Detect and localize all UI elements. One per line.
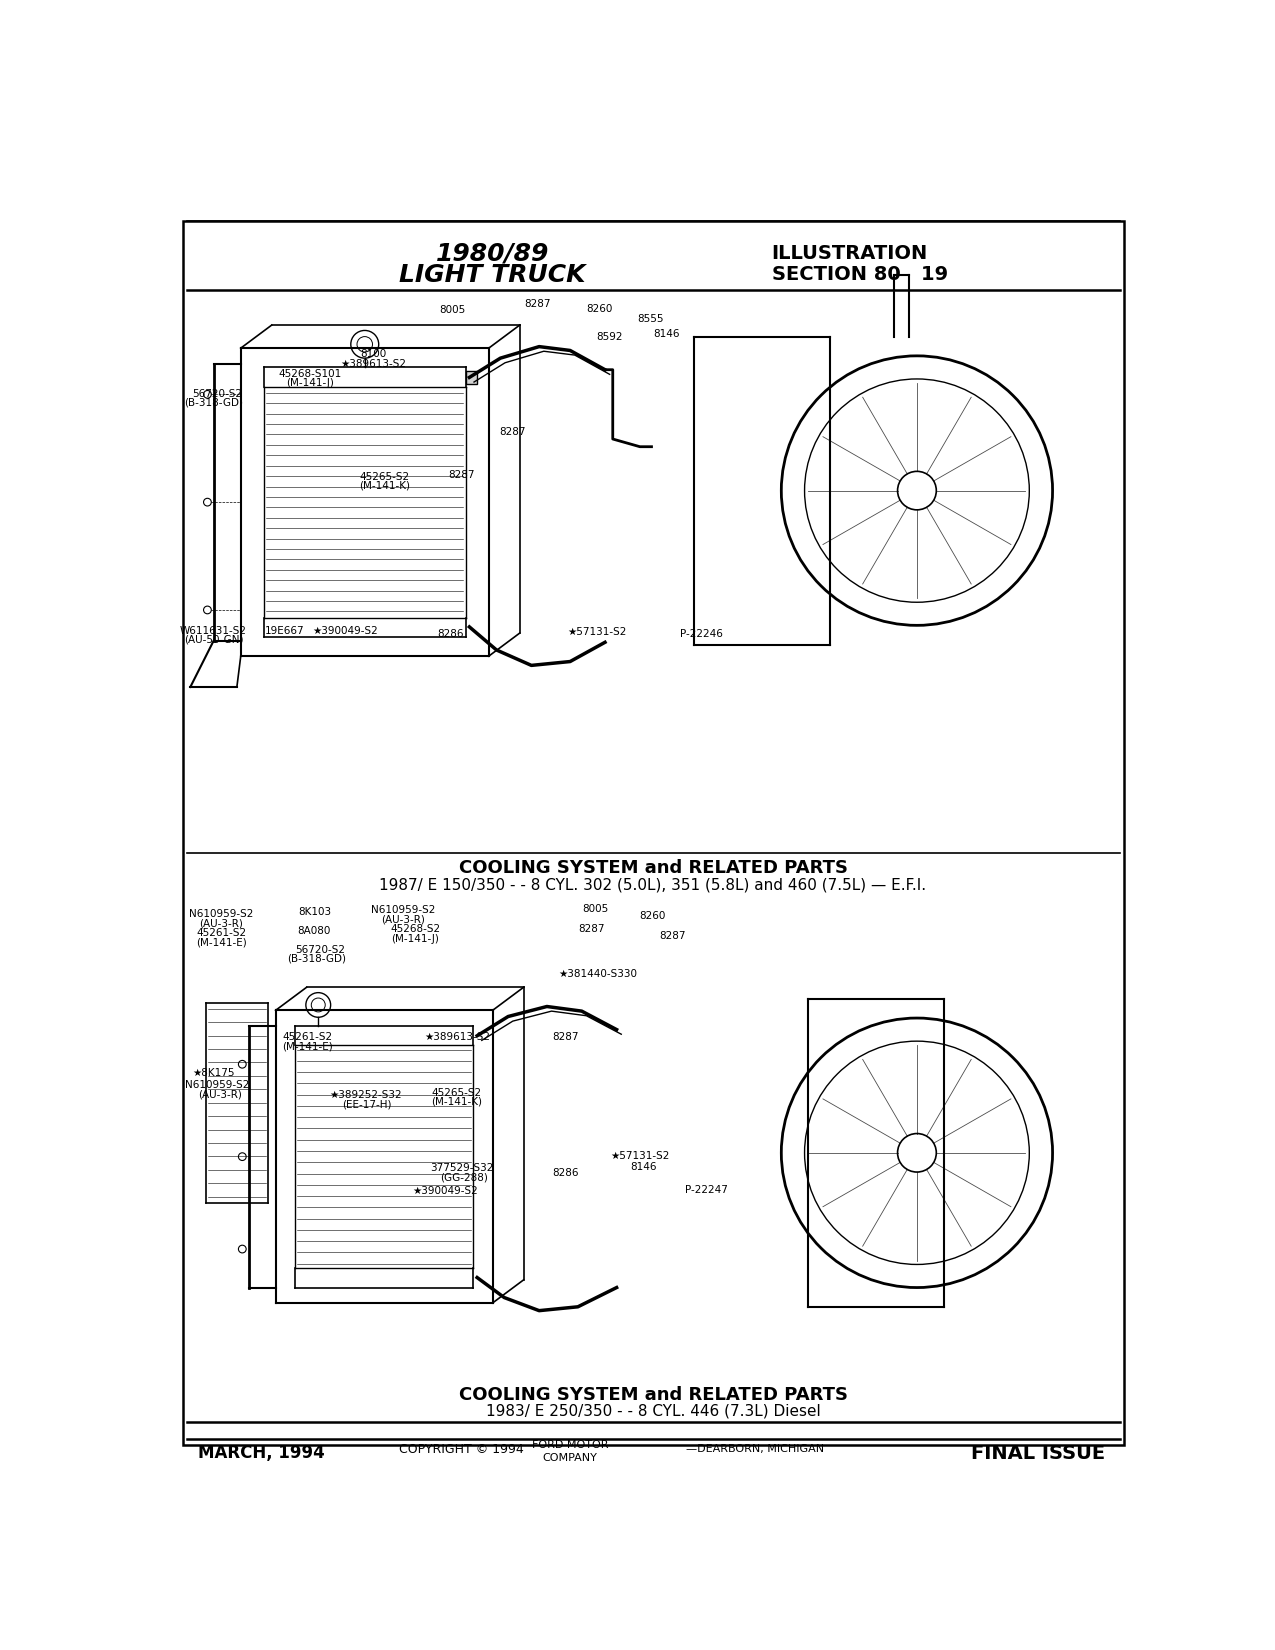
Text: 45261-S2: 45261-S2 (282, 1033, 333, 1043)
Text: (B-318-GD): (B-318-GD) (184, 398, 244, 408)
Text: ILLUSTRATION: ILLUSTRATION (771, 244, 928, 262)
Text: P-22246: P-22246 (681, 629, 723, 639)
Text: 8K103: 8K103 (298, 908, 332, 917)
Text: LIGHT TRUCK: LIGHT TRUCK (399, 262, 586, 287)
Text: (M-141-K): (M-141-K) (431, 1097, 482, 1107)
Text: ★389252-S32: ★389252-S32 (329, 1091, 402, 1101)
Text: 8260: 8260 (639, 911, 666, 921)
Text: COMPANY: COMPANY (543, 1452, 598, 1462)
Text: 8287: 8287 (659, 931, 686, 940)
Text: N610959-S2: N610959-S2 (371, 906, 436, 916)
Text: 8286: 8286 (552, 1168, 579, 1178)
Text: 19E667: 19E667 (265, 625, 305, 635)
Text: 56720-S2: 56720-S2 (193, 389, 242, 399)
Text: (EE-17-H): (EE-17-H) (342, 1099, 391, 1109)
Text: 45265-S2: 45265-S2 (431, 1087, 481, 1097)
Text: P-22247: P-22247 (685, 1185, 728, 1195)
Text: 45265-S2: 45265-S2 (360, 472, 409, 482)
Text: COPYRIGHT © 1994: COPYRIGHT © 1994 (399, 1442, 524, 1455)
Text: W611631-S2: W611631-S2 (180, 625, 247, 635)
Text: ★390049-S2: ★390049-S2 (413, 1186, 478, 1196)
Text: N610959-S2: N610959-S2 (189, 909, 254, 919)
Text: 45268-S2: 45268-S2 (390, 924, 440, 934)
Text: MARCH, 1994: MARCH, 1994 (198, 1444, 325, 1462)
Text: SECTION 80   19: SECTION 80 19 (771, 266, 947, 284)
Text: 1987/ E 150/350 - - 8 CYL. 302 (5.0L), 351 (5.8L) and 460 (7.5L) — E.F.I.: 1987/ E 150/350 - - 8 CYL. 302 (5.0L), 3… (380, 878, 927, 893)
Text: 8287: 8287 (500, 427, 527, 437)
Text: 8146: 8146 (653, 330, 680, 340)
Text: ★390049-S2: ★390049-S2 (312, 625, 379, 635)
Text: 8260: 8260 (586, 304, 613, 314)
Bar (465, 371, 477, 383)
Text: 8592: 8592 (597, 332, 623, 342)
Text: 56720-S2: 56720-S2 (296, 944, 346, 954)
Text: ★57131-S2: ★57131-S2 (567, 627, 627, 637)
Text: 377529-S32: 377529-S32 (430, 1163, 493, 1173)
Text: ★8K175: ★8K175 (193, 1068, 235, 1077)
Text: 8100: 8100 (360, 348, 386, 358)
Text: N610959-S2: N610959-S2 (185, 1081, 249, 1091)
Text: 8287: 8287 (449, 470, 474, 480)
Text: (M-141-K): (M-141-K) (358, 482, 409, 492)
Text: (AU-3-R): (AU-3-R) (198, 1089, 242, 1099)
Text: 8005: 8005 (581, 904, 608, 914)
Text: ★381440-S330: ★381440-S330 (558, 969, 638, 978)
Text: COOLING SYSTEM and RELATED PARTS: COOLING SYSTEM and RELATED PARTS (459, 860, 848, 876)
Text: 8287: 8287 (579, 924, 606, 934)
Text: (M-141-E): (M-141-E) (196, 937, 247, 947)
Text: ★57131-S2: ★57131-S2 (611, 1152, 669, 1162)
Text: (B-318-GD): (B-318-GD) (287, 954, 347, 964)
Text: (AU-3-R): (AU-3-R) (381, 914, 426, 924)
Text: 45261-S2: 45261-S2 (196, 929, 246, 939)
Text: (M-141-J): (M-141-J) (391, 934, 439, 944)
Text: COOLING SYSTEM and RELATED PARTS: COOLING SYSTEM and RELATED PARTS (459, 1386, 848, 1404)
Text: (M-141-E): (M-141-E) (282, 1041, 333, 1051)
Text: FORD MOTOR: FORD MOTOR (532, 1440, 608, 1450)
Text: 8146: 8146 (631, 1162, 657, 1172)
Text: 8287: 8287 (552, 1033, 579, 1043)
Text: (AU-3-R): (AU-3-R) (199, 919, 244, 929)
Text: 8555: 8555 (638, 314, 664, 323)
Text: 1980/89: 1980/89 (436, 241, 550, 266)
Text: —DEARBORN, MICHIGAN: —DEARBORN, MICHIGAN (686, 1444, 825, 1454)
Text: FINAL ISSUE: FINAL ISSUE (970, 1444, 1105, 1462)
Text: 8A080: 8A080 (297, 926, 332, 936)
Text: ★389613-S2: ★389613-S2 (425, 1033, 490, 1043)
Text: 8287: 8287 (524, 299, 551, 309)
Text: (GG-288): (GG-288) (440, 1173, 488, 1183)
Text: (M-141-J): (M-141-J) (286, 378, 334, 388)
Text: 45268-S101: 45268-S101 (278, 368, 342, 378)
Text: 1983/ E 250/350 - - 8 CYL. 446 (7.3L) Diesel: 1983/ E 250/350 - - 8 CYL. 446 (7.3L) Di… (486, 1402, 820, 1419)
Text: 8005: 8005 (439, 305, 465, 315)
Text: 8286: 8286 (437, 629, 463, 639)
Text: (AU-50-GN): (AU-50-GN) (184, 635, 244, 645)
Text: ★389613-S2: ★389613-S2 (340, 358, 407, 368)
